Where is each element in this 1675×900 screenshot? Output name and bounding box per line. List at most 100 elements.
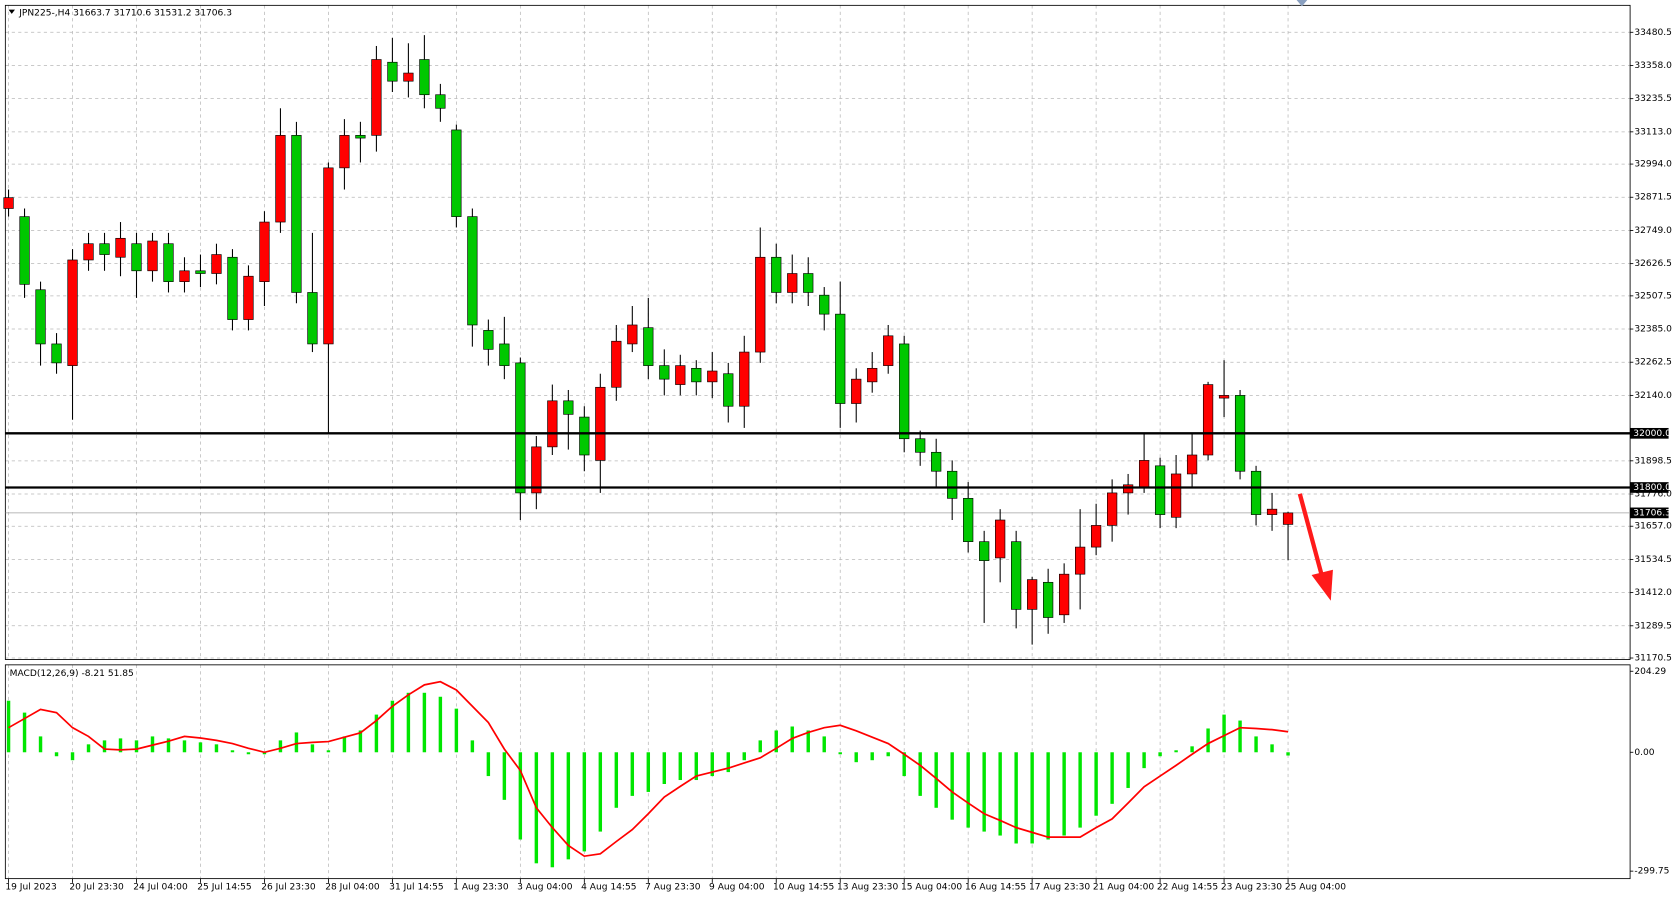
macd-bar — [902, 752, 906, 777]
x-tick-label: 1 Aug 23:30 — [453, 883, 509, 893]
candle-body — [867, 367, 878, 383]
candle-body — [1218, 395, 1230, 399]
macd-bar — [102, 740, 107, 753]
macd-bar — [614, 752, 619, 808]
y-tick-label: 31776.0 — [1634, 489, 1672, 499]
candle-body — [259, 221, 270, 282]
x-tick-label: 9 Aug 04:00 — [709, 883, 765, 893]
candle-body — [979, 541, 990, 561]
macd-bar — [486, 752, 491, 777]
trend-arrow — [1297, 493, 1333, 601]
macd-bar — [374, 714, 379, 753]
candle-body — [771, 256, 782, 293]
macd-header: MACD(12,26,9) -8.21 51.85 — [10, 669, 134, 679]
candle-body — [115, 237, 126, 258]
candle-body — [643, 327, 654, 366]
x-tick-label: 3 Aug 04:00 — [517, 883, 573, 893]
macd-bar — [886, 752, 890, 757]
candle-body — [403, 72, 414, 82]
macd-bar — [358, 730, 363, 753]
y-tick-label: 32626.5 — [1634, 259, 1672, 269]
macd-bar — [38, 736, 43, 753]
candle-body — [1043, 581, 1054, 618]
candle-body — [835, 313, 846, 404]
candle-body — [595, 386, 606, 461]
macd-bar — [1190, 746, 1194, 753]
candle-body — [291, 135, 302, 293]
candle-body — [947, 470, 958, 499]
shift-marker — [1296, 0, 1308, 7]
macd-bar — [838, 752, 842, 755]
macd-bar — [342, 736, 347, 753]
x-tick-label: 23 Aug 23:30 — [1221, 883, 1282, 893]
candle-body — [211, 254, 222, 274]
y-tick-label: 32749.0 — [1634, 226, 1672, 236]
candle-body — [723, 373, 734, 407]
x-tick-label: 20 Jul 23:30 — [69, 883, 124, 893]
macd-bar — [918, 752, 922, 796]
signal-line — [8, 680, 1289, 858]
y-tick-label: 33235.5 — [1634, 94, 1672, 104]
macd-bar — [6, 700, 11, 753]
y-tick-label: 32262.5 — [1634, 358, 1672, 368]
macd-bar — [678, 752, 682, 781]
candle-body — [1202, 384, 1214, 456]
candle-body — [1122, 484, 1134, 494]
candle-body — [371, 59, 382, 136]
candle-body — [387, 61, 398, 82]
menu-arrow — [8, 9, 15, 14]
y-tick-label: 33358.0 — [1634, 61, 1672, 71]
candle-body — [51, 343, 62, 364]
macd-bar — [806, 730, 810, 753]
y-tick-label: 31657.0 — [1634, 522, 1672, 532]
macd-bar — [326, 750, 331, 753]
macd-bar — [1174, 750, 1178, 753]
macd-bar — [966, 752, 970, 828]
macd-bar — [422, 692, 427, 753]
candle-body — [307, 292, 318, 345]
candle-body — [195, 270, 206, 274]
candle-body — [739, 351, 750, 407]
x-tick-label: 24 Jul 04:00 — [133, 883, 188, 893]
candle-body — [451, 129, 462, 217]
macd-bar — [566, 752, 571, 860]
macd-bar — [198, 742, 203, 753]
macd-bar — [726, 752, 730, 773]
x-tick-label: 13 Aug 23:30 — [837, 883, 898, 893]
candle-body — [35, 289, 46, 345]
x-tick-label: 17 Aug 23:30 — [1029, 883, 1090, 893]
y-tick-label: 32507.5 — [1634, 291, 1672, 301]
macd-bar — [438, 696, 443, 753]
macd-bar — [182, 740, 187, 753]
candle-body — [163, 243, 174, 282]
y-tick-label: 32140.0 — [1634, 391, 1672, 401]
macd-bar — [118, 738, 123, 753]
candle-body — [931, 451, 942, 472]
level-label-box — [1630, 427, 1669, 439]
macd-bar — [710, 752, 714, 777]
candle-body — [547, 400, 558, 448]
candle-body — [499, 343, 510, 366]
macd-bar — [278, 740, 283, 753]
macd-bar — [1158, 752, 1162, 757]
candle-body — [323, 167, 334, 345]
candle-body — [355, 135, 366, 139]
macd-bar — [998, 752, 1002, 836]
macd-bar — [54, 752, 59, 757]
arrow-head — [1311, 569, 1333, 601]
candle-body — [1282, 512, 1294, 525]
price-panel — [4, 4, 1631, 660]
candle-body — [675, 365, 686, 385]
y-tick-label: 31170.5 — [1634, 654, 1672, 664]
macd-bar — [262, 752, 267, 755]
macd-bar — [1078, 752, 1082, 828]
candle-body — [515, 362, 526, 494]
candle-body — [467, 216, 478, 326]
candle-body — [1250, 470, 1262, 515]
candle-body — [531, 446, 542, 494]
candle-body — [819, 294, 830, 315]
candle-body — [1266, 508, 1278, 515]
y-tick-label: 32994.0 — [1634, 160, 1672, 170]
macd-bar — [662, 752, 667, 784]
